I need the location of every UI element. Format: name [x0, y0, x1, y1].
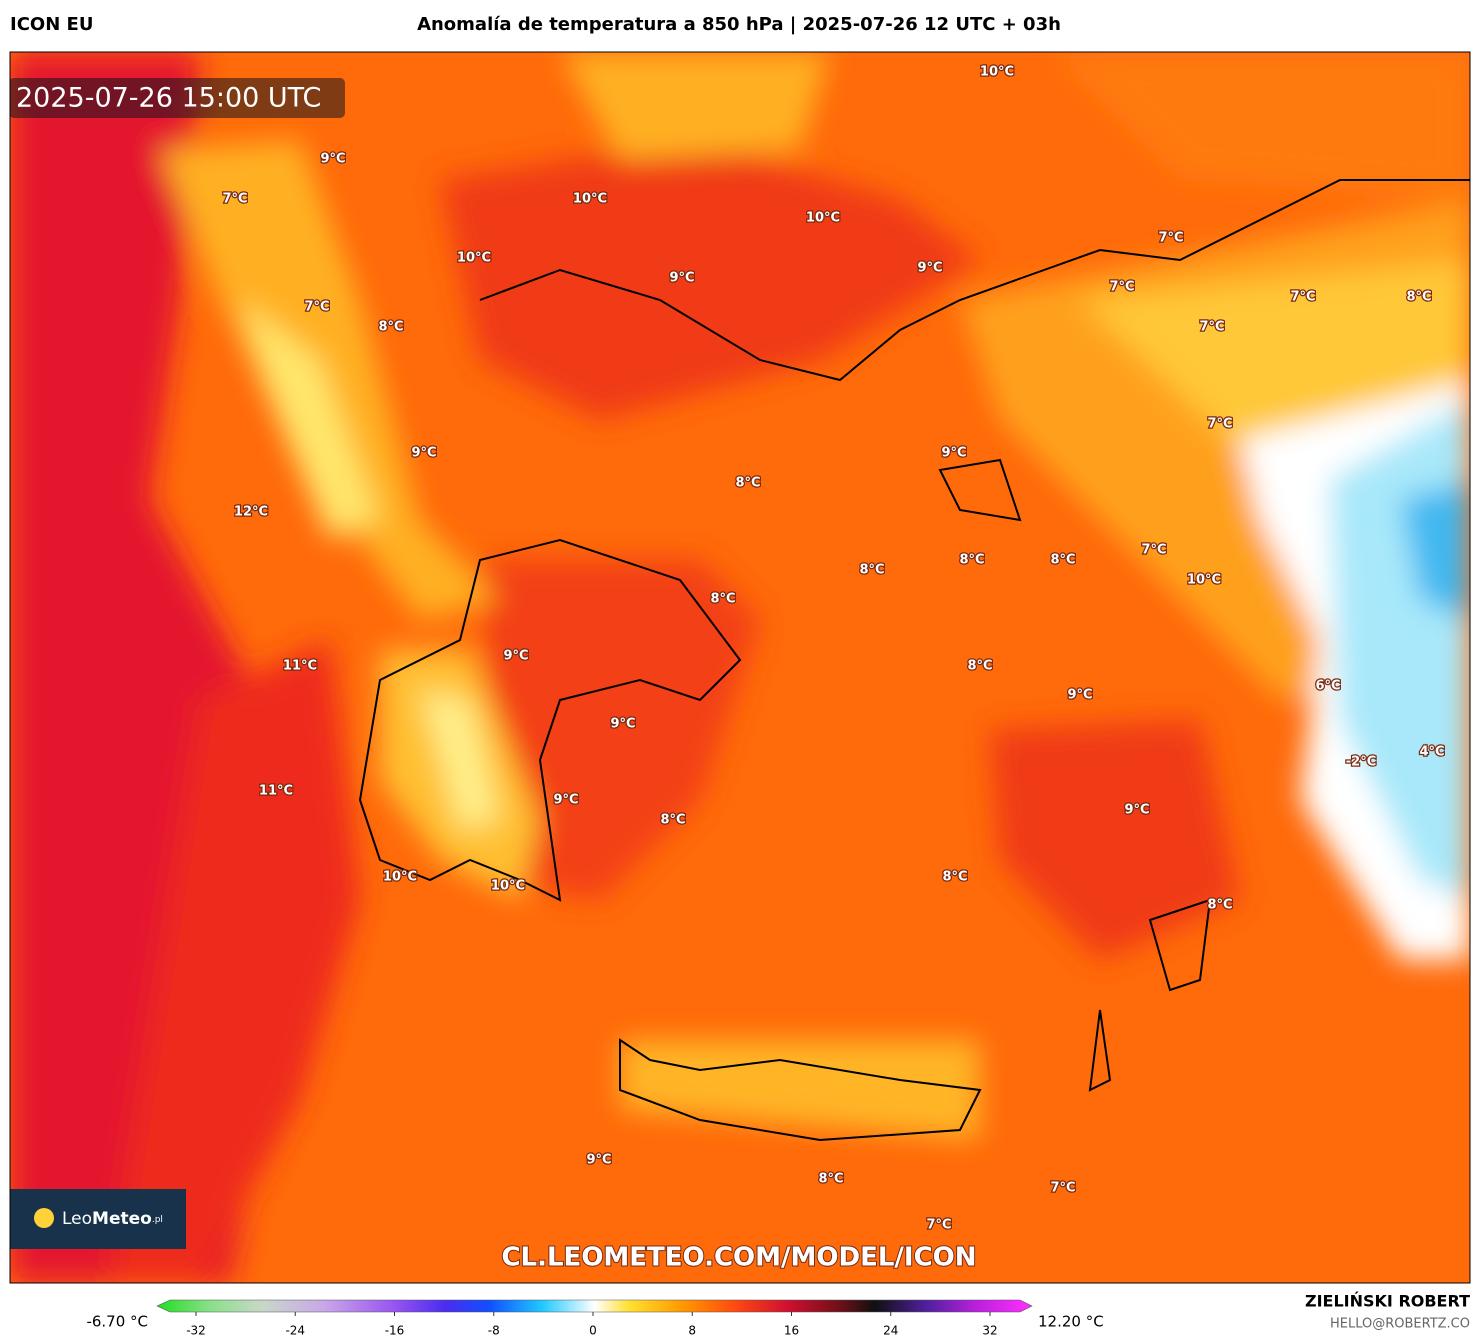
- map-label: 9°C: [669, 271, 694, 286]
- logo-sun: [34, 1208, 54, 1228]
- colorbar-tick-label: -8: [488, 1324, 500, 1338]
- map-label: 8°C: [710, 592, 735, 607]
- map-label: 8°C: [1207, 898, 1232, 913]
- colorbar: -6.70 °C 12.20 °C -32 -24 -16 -8 0 8 16 24 32: [86, 1299, 1104, 1338]
- colorbar-min: -6.70 °C: [86, 1313, 148, 1331]
- map-label: 8°C: [378, 320, 403, 335]
- map-label: 7°C: [1207, 417, 1232, 432]
- map-label: -2°C: [1346, 755, 1376, 770]
- colorbar-tick-label: -32: [186, 1324, 206, 1338]
- map-labels: 10°C 9°C 7°C 10°C 10°C 10°C 7°C 9°C 9°C 7°C 7°C 8°C…: [221, 63, 1446, 1234]
- map-label: 10°C: [491, 879, 525, 894]
- map-label: 9°C: [553, 793, 578, 808]
- map-label: 8°C: [942, 870, 967, 885]
- colorbar-tick-label: 24: [883, 1324, 898, 1338]
- map-label: 8°C: [660, 813, 685, 828]
- colorbar-tick-label: -24: [285, 1324, 305, 1338]
- map: 10°C 9°C 7°C 10°C 10°C 10°C 7°C 9°C 9°C 7°C 7°C 8°C…: [10, 52, 1470, 1283]
- map-label: 7°C: [304, 300, 329, 315]
- colorbar-tick-label: 32: [982, 1324, 997, 1338]
- coastlines: [358, 179, 1470, 1142]
- chart-title: Anomalía de temperatura a 850 hPa | 2025…: [417, 14, 1061, 35]
- map-label: 9°C: [917, 261, 942, 276]
- map-label: 10°C: [457, 251, 491, 266]
- map-label: 8°C: [1050, 553, 1075, 568]
- colorbar-max: 12.20 °C: [1038, 1313, 1104, 1331]
- map-label: 7°C: [1158, 231, 1183, 246]
- map-label: 9°C: [503, 649, 528, 664]
- logo-bold: Meteo: [92, 1209, 152, 1229]
- map-label: 7°C: [1109, 280, 1134, 295]
- map-label: 7°C: [1050, 1181, 1075, 1196]
- timestamp: 2025-07-26 15:00 UTC: [16, 83, 321, 114]
- map-frame: [9, 51, 1471, 1284]
- map-label: 7°C: [1290, 290, 1315, 305]
- logo-light: Leo: [62, 1209, 92, 1229]
- email: HELLO@ROBERTZ.CO: [1330, 1317, 1470, 1332]
- map-label: 11°C: [283, 659, 317, 674]
- colorbar-tick-label: 8: [688, 1324, 696, 1338]
- map-label: 10°C: [1187, 573, 1221, 588]
- logo: LeoMeteo.pl: [62, 1209, 163, 1229]
- map-label: 11°C: [259, 784, 293, 799]
- colorbar-tick-label: 16: [784, 1324, 799, 1338]
- map-label: 7°C: [1141, 543, 1166, 558]
- timestamp-box: [10, 78, 345, 118]
- map-label: 9°C: [320, 152, 345, 167]
- map-label: 10°C: [980, 65, 1014, 80]
- map-label: 7°C: [1199, 320, 1224, 335]
- map-label: 8°C: [1406, 290, 1431, 305]
- watermark: CL.LEOMETEO.COM/MODEL/ICON: [501, 1243, 976, 1273]
- logo-suffix: .pl: [152, 1215, 163, 1225]
- map-label: 8°C: [818, 1172, 843, 1187]
- map-label: 8°C: [859, 563, 884, 578]
- map-label: 9°C: [610, 717, 635, 732]
- map-label: 9°C: [941, 446, 966, 461]
- colorbar-tick-label: 0: [589, 1324, 597, 1338]
- map-label: 7°C: [222, 192, 247, 207]
- map-label: 9°C: [1067, 688, 1092, 703]
- map-label: 8°C: [959, 553, 984, 568]
- colorbar-tick-label: -16: [385, 1324, 405, 1338]
- map-label: 6°C: [1315, 679, 1340, 694]
- map-label: 10°C: [383, 870, 417, 885]
- map-label: 7°C: [926, 1218, 951, 1233]
- map-label: 9°C: [411, 446, 436, 461]
- map-label: 10°C: [573, 192, 607, 207]
- map-label: 9°C: [1124, 803, 1149, 818]
- map-label: 12°C: [234, 505, 268, 520]
- model-name: ICON EU: [10, 14, 93, 35]
- colorbar-ramp: [156, 1299, 1033, 1313]
- author: ZIELIŃSKI ROBERT: [1305, 1292, 1470, 1311]
- map-label: 8°C: [735, 476, 760, 491]
- map-label: 4°C: [1419, 745, 1444, 760]
- map-label: 10°C: [806, 211, 840, 226]
- map-label: 8°C: [967, 659, 992, 674]
- map-label: 9°C: [586, 1153, 611, 1168]
